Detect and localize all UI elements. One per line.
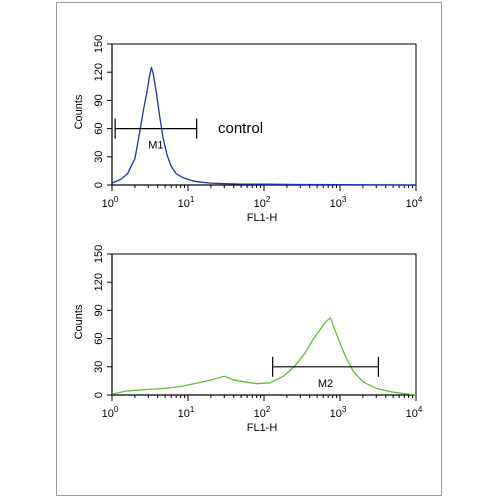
y-tick-label: 30	[93, 361, 105, 373]
x-tick-label: 100	[102, 195, 119, 210]
y-tick-label: 150	[93, 245, 105, 263]
marker-label: M1	[148, 140, 163, 152]
y-tick-label: 120	[93, 273, 105, 291]
histogram-trace	[111, 317, 417, 396]
histogram-panel-sample: Counts FL1-H 0 30 60 90 120 150 100 101 102 103 10…	[73, 245, 423, 434]
x-tick-label: 101	[178, 195, 195, 210]
x-tick-label: 103	[330, 405, 347, 420]
x-tick-label: 103	[330, 195, 347, 210]
y-tick-label: 30	[93, 151, 105, 163]
y-tick-label: 0	[93, 392, 105, 398]
axis-lines	[111, 254, 416, 396]
histogram-trace	[111, 66, 417, 186]
control-annotation: control	[218, 120, 263, 137]
x-tick-label: 100	[102, 405, 119, 420]
y-tick-label: 150	[93, 35, 105, 53]
marker-label: M2	[318, 378, 333, 390]
y-tick-label: 60	[93, 122, 105, 134]
y-tick-label: 90	[93, 94, 105, 106]
histogram-panel-control: Counts control FL1-H 0 30 60 90 120 150 100 101…	[73, 35, 423, 224]
x-tick-label: 104	[406, 405, 423, 420]
x-tick-label: 102	[254, 195, 271, 210]
y-axis-label: Counts	[73, 94, 85, 129]
y-tick-label: 60	[93, 332, 105, 344]
x-axis-label: FL1-H	[247, 422, 278, 434]
x-axis-label: FL1-H	[247, 212, 278, 224]
y-axis-label: Counts	[73, 304, 85, 339]
plot-border	[112, 253, 417, 395]
y-tick-label: 0	[93, 182, 105, 188]
axis-lines	[111, 44, 416, 186]
x-tick-label: 104	[406, 195, 423, 210]
y-tick-label: 90	[93, 304, 105, 316]
plot-border	[112, 43, 417, 185]
x-tick-label: 101	[178, 405, 195, 420]
y-tick-label: 120	[93, 63, 105, 81]
figure-frame	[56, 2, 442, 496]
x-tick-label: 102	[254, 405, 271, 420]
